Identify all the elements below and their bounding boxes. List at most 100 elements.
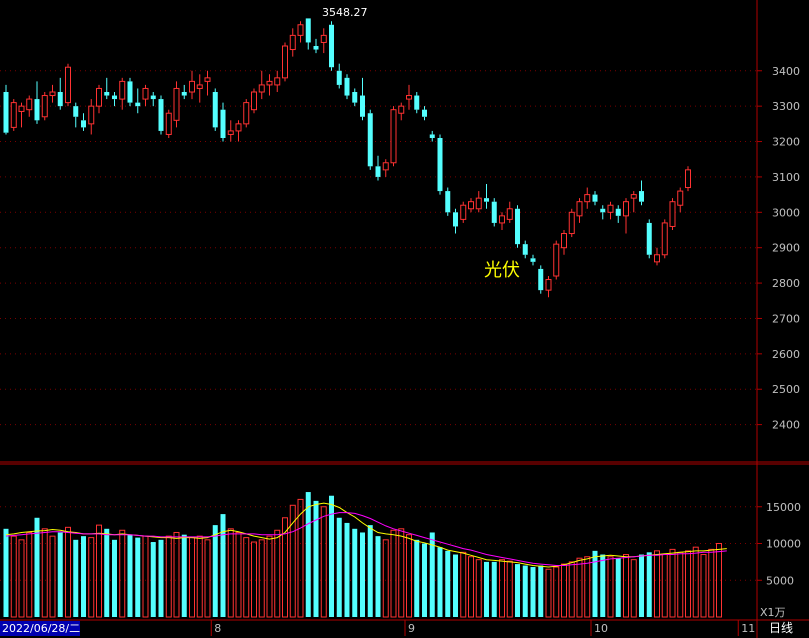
candle-body-up: [685, 169, 691, 189]
candle: [491, 198, 497, 227]
volume-bar-down: [429, 532, 435, 617]
candle-body-up: [96, 87, 102, 107]
volume-bar-down: [57, 532, 63, 617]
volume-bar-up: [692, 546, 699, 618]
month-label: 11: [741, 622, 755, 635]
volume-tick-label: 15000: [766, 501, 801, 514]
candle: [127, 77, 133, 107]
candle: [65, 63, 71, 107]
candle-body-up: [576, 201, 583, 217]
candle: [398, 102, 405, 121]
candle-body-up: [468, 201, 474, 210]
candle-body-up: [49, 91, 56, 97]
candle: [41, 92, 48, 121]
candles: [3, 18, 691, 298]
candle-body-up: [88, 105, 95, 125]
volume-bar-up: [568, 561, 575, 618]
volume-bar-up: [88, 537, 95, 618]
volume-bar-down: [414, 539, 420, 617]
candle-body-down: [491, 201, 497, 223]
candle-body-up: [677, 190, 684, 206]
volume-bar-up: [235, 531, 242, 618]
volume-bar-down: [422, 543, 427, 617]
volume-bar-down: [600, 554, 606, 617]
volume-bar-down: [127, 534, 133, 617]
candle: [607, 201, 614, 220]
candle-body-down: [212, 92, 218, 128]
candle-body-up: [251, 91, 257, 111]
candle: [243, 99, 250, 128]
candle: [382, 159, 389, 177]
candle: [553, 240, 560, 280]
volume-bar-up: [289, 504, 296, 618]
candle: [561, 230, 567, 255]
volume-bar-up: [468, 556, 474, 618]
volume-bar-down: [367, 525, 373, 617]
volume-bar-down: [639, 554, 644, 617]
candle-body-up: [282, 45, 288, 79]
candle-body-up: [382, 162, 389, 171]
volume-bar-up: [506, 560, 513, 618]
annotation-label: 光伏: [484, 260, 520, 281]
candle: [530, 254, 536, 266]
volume-axis-labels: 15000 10000 5000: [757, 501, 801, 587]
candle: [196, 74, 203, 103]
candle: [360, 77, 365, 121]
volume-bar-up: [204, 539, 211, 618]
candle: [390, 106, 397, 167]
price-tick-label: 2800: [772, 277, 800, 290]
candle-body-down: [158, 99, 164, 131]
volume-bar-down: [522, 565, 528, 617]
candle-body-up: [173, 87, 180, 121]
candle-body-up: [119, 80, 126, 100]
candle-body-down: [530, 258, 536, 262]
volume-bar-up: [96, 524, 102, 618]
candle-body-down: [57, 92, 63, 107]
candle: [305, 18, 311, 50]
candle: [104, 77, 110, 100]
volume-tick-label: 10000: [766, 538, 801, 551]
candle: [437, 134, 443, 195]
candle: [181, 84, 187, 100]
candle: [18, 102, 25, 128]
candle: [499, 212, 505, 230]
candle: [375, 155, 381, 181]
volume-bar-down: [305, 492, 311, 617]
volume-bar-up: [669, 548, 676, 618]
candle-body-down: [422, 109, 427, 117]
candle: [406, 84, 412, 110]
candle-body-down: [453, 212, 458, 227]
candle: [212, 88, 218, 131]
month-label: 10: [594, 622, 608, 635]
volume-bar-up: [716, 543, 722, 618]
volume-bar-up: [49, 535, 56, 618]
volume-bar-up: [553, 566, 560, 618]
volume-bar-down: [592, 550, 598, 617]
candle: [685, 166, 691, 192]
candle: [639, 180, 644, 206]
price-tick-label: 2600: [772, 348, 800, 361]
candle: [414, 92, 420, 114]
candle-body-down: [522, 244, 528, 255]
candle: [142, 84, 149, 107]
volume-bar-up: [499, 559, 505, 618]
candle: [235, 120, 242, 142]
volume-ma10-line: [5, 512, 727, 566]
candle-body-up: [41, 95, 48, 118]
candle: [165, 109, 172, 138]
volume-bar-up: [10, 535, 17, 618]
candle: [600, 205, 606, 220]
candle-body-up: [26, 98, 33, 111]
volume-bar-up: [18, 539, 25, 618]
candle: [119, 77, 126, 110]
candle-body-down: [344, 77, 350, 96]
candle: [10, 99, 17, 131]
volume-bar-up: [119, 529, 126, 618]
candle: [320, 28, 327, 54]
candle-body-down: [313, 46, 319, 50]
candle-body-down: [104, 92, 110, 96]
price-tick-label: 3400: [772, 65, 800, 78]
candle-body-up: [390, 109, 397, 164]
candle: [506, 201, 513, 223]
